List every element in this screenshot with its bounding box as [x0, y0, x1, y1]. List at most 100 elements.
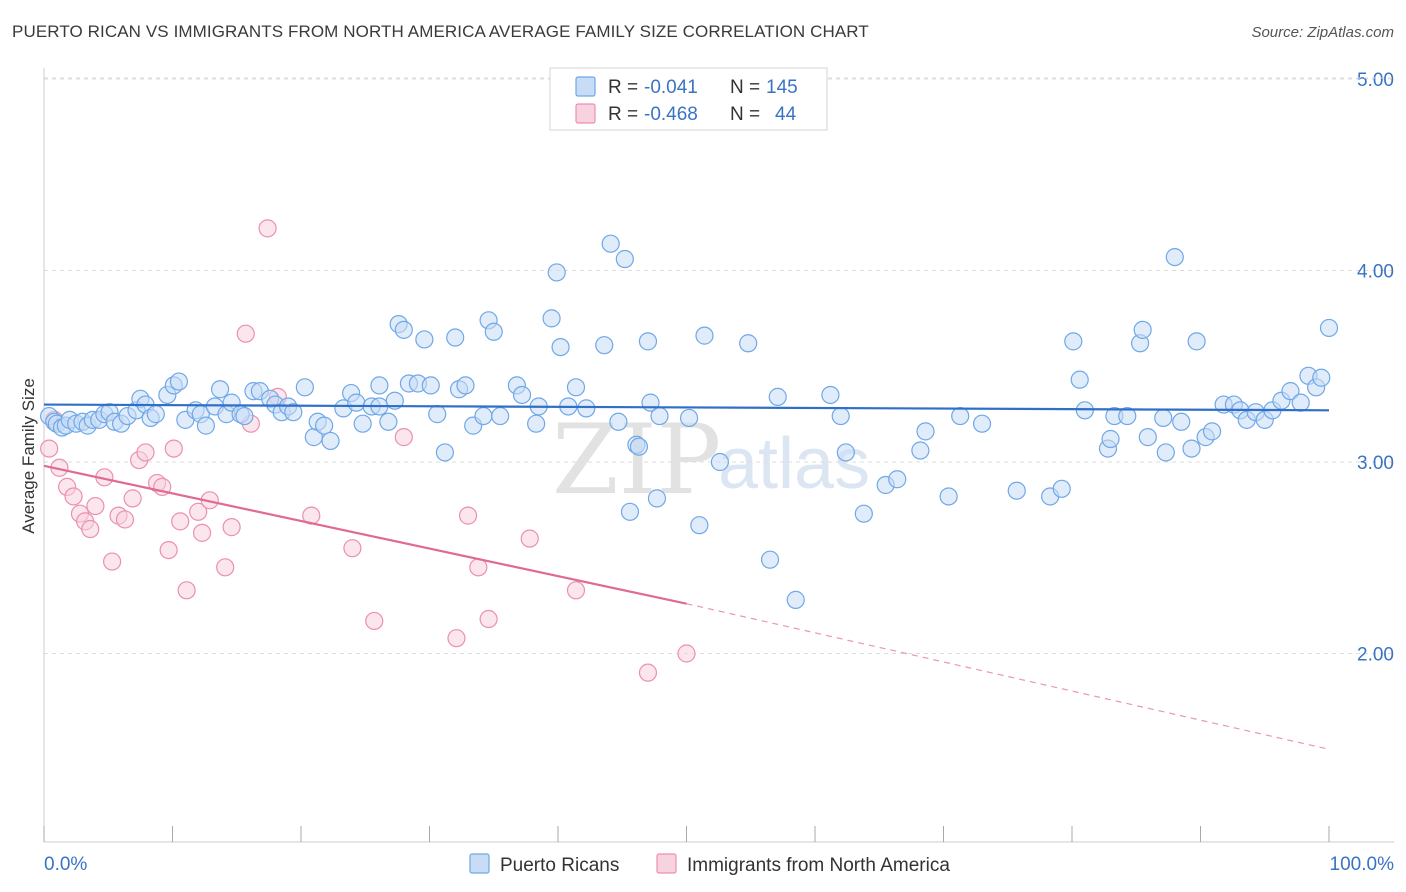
puerto-ricans-point: [1133, 320, 1152, 339]
chart-title: PUERTO RICAN VS IMMIGRANTS FROM NORTH AM…: [12, 22, 869, 41]
puerto-ricans-point: [421, 376, 440, 395]
puerto-ricans-point: [911, 441, 930, 460]
puerto-ricans-point: [638, 332, 658, 351]
puerto-ricans-point: [888, 470, 907, 489]
puerto-ricans-point: [739, 334, 758, 353]
puerto-ricans-point: [1312, 368, 1331, 387]
puerto-ricans-point: [235, 406, 254, 426]
puerto-ricans-point: [547, 263, 566, 282]
puerto-ricans-point: [551, 338, 570, 357]
puerto-ricans-point: [1165, 247, 1184, 267]
puerto-ricans-point: [1187, 332, 1206, 351]
legend-r-value-2: -0.468: [644, 104, 698, 125]
legend-n-label-2: N =: [730, 104, 760, 125]
bottom-legend-label-2: Immigrants from North America: [687, 855, 950, 876]
puerto-ricans-point: [169, 372, 189, 391]
puerto-ricans-point: [972, 414, 992, 433]
puerto-ricans-point: [428, 405, 447, 424]
legend-r-label-1: R =: [608, 77, 638, 98]
immigrants-point: [394, 428, 413, 447]
puerto-ricans-point: [1291, 393, 1310, 412]
puerto-ricans-point: [647, 489, 667, 508]
immigrants-point: [447, 629, 466, 648]
puerto-ricans-point: [1182, 439, 1201, 458]
puerto-ricans-point: [916, 422, 935, 441]
puerto-ricans-point: [786, 590, 805, 609]
immigrants-point: [164, 439, 183, 458]
puerto-ricans-point: [836, 443, 855, 462]
immigrants-point: [123, 489, 142, 508]
puerto-ricans-point: [854, 504, 873, 523]
y-tick-label: 4.00: [1357, 262, 1394, 283]
puerto-ricans-point: [690, 516, 709, 535]
puerto-ricans-point: [601, 234, 620, 253]
immigrants-point: [40, 439, 59, 458]
puerto-ricans-point: [491, 406, 510, 426]
immigrants-point: [64, 487, 83, 506]
immigrants-point: [177, 581, 196, 600]
puerto-ricans-point: [370, 376, 389, 395]
puerto-ricans-point: [821, 385, 840, 405]
immigrants-trend-extension: [686, 603, 1330, 750]
legend-box: [549, 67, 828, 131]
puerto-ricans-point: [456, 376, 475, 395]
puerto-ricans-point: [695, 326, 714, 345]
puerto-ricans-point: [768, 387, 787, 406]
puerto-ricans-point: [620, 502, 640, 521]
y-tick-label: 3.00: [1357, 453, 1394, 474]
puerto-ricans-point: [210, 380, 230, 399]
y-tick-label: 5.00: [1357, 70, 1394, 91]
puerto-ricans-point: [146, 405, 165, 424]
bottom-legend-swatch-blue: [469, 853, 490, 874]
puerto-ricans-point: [615, 249, 634, 269]
x-tick-label-max: 100.0%: [1330, 854, 1395, 875]
immigrants-point: [638, 663, 658, 682]
immigrants-point: [171, 512, 190, 531]
immigrants-point: [365, 611, 384, 631]
immigrants-point: [479, 609, 498, 629]
puerto-ricans-point: [435, 443, 455, 462]
series-immigrants-points: [40, 219, 696, 682]
bottom-legend-swatch-pink: [656, 853, 677, 874]
puerto-ricans-point: [577, 399, 596, 418]
immigrants-point: [566, 581, 586, 600]
puerto-ricans-point: [196, 416, 216, 435]
trend-lines: [43, 403, 1330, 750]
puerto-ricans-point: [1064, 332, 1083, 351]
puerto-ricans-point: [650, 406, 669, 426]
puerto-ricans-point: [595, 336, 614, 355]
immigrants-point: [115, 510, 135, 529]
puerto-ricans-point: [321, 431, 340, 451]
immigrants-point: [343, 539, 362, 558]
puerto-ricans-point: [1154, 408, 1173, 428]
series-puerto-ricans-points: [40, 234, 1339, 609]
puerto-ricans-point: [484, 322, 503, 341]
puerto-ricans-point: [1281, 382, 1300, 401]
puerto-ricans-point: [609, 412, 628, 431]
puerto-ricans-point: [831, 406, 850, 426]
immigrants-point: [458, 506, 478, 525]
immigrants-point: [86, 496, 105, 516]
legend-n-value-2: 44: [775, 104, 797, 125]
series-legend: Puerto Ricans Immigrants from North Amer…: [469, 853, 950, 876]
puerto-ricans-point: [315, 416, 334, 435]
puerto-ricans-point: [1202, 422, 1222, 441]
immigrants-point: [192, 523, 212, 542]
puerto-ricans-point: [1070, 370, 1089, 389]
legend-swatch-pink: [575, 103, 596, 124]
puerto-ricans-point: [1319, 318, 1339, 338]
puerto-ricans-point: [394, 320, 413, 339]
legend-n-value-1: 145: [766, 77, 798, 98]
puerto-ricans-point: [512, 385, 532, 405]
y-axis-title: Average Family Size: [19, 378, 38, 534]
puerto-ricans-point: [295, 378, 314, 397]
immigrants-point: [258, 219, 277, 238]
puerto-ricans-point: [1138, 428, 1157, 447]
immigrants-point: [81, 519, 100, 539]
puerto-ricans-point: [527, 414, 546, 433]
puerto-ricans-point: [474, 406, 493, 426]
gridlines: 2.00 3.00 4.00 5.00: [44, 70, 1394, 666]
immigrants-point: [216, 558, 235, 577]
legend-r-label-2: R =: [608, 104, 638, 125]
puerto-ricans-point: [679, 408, 699, 428]
